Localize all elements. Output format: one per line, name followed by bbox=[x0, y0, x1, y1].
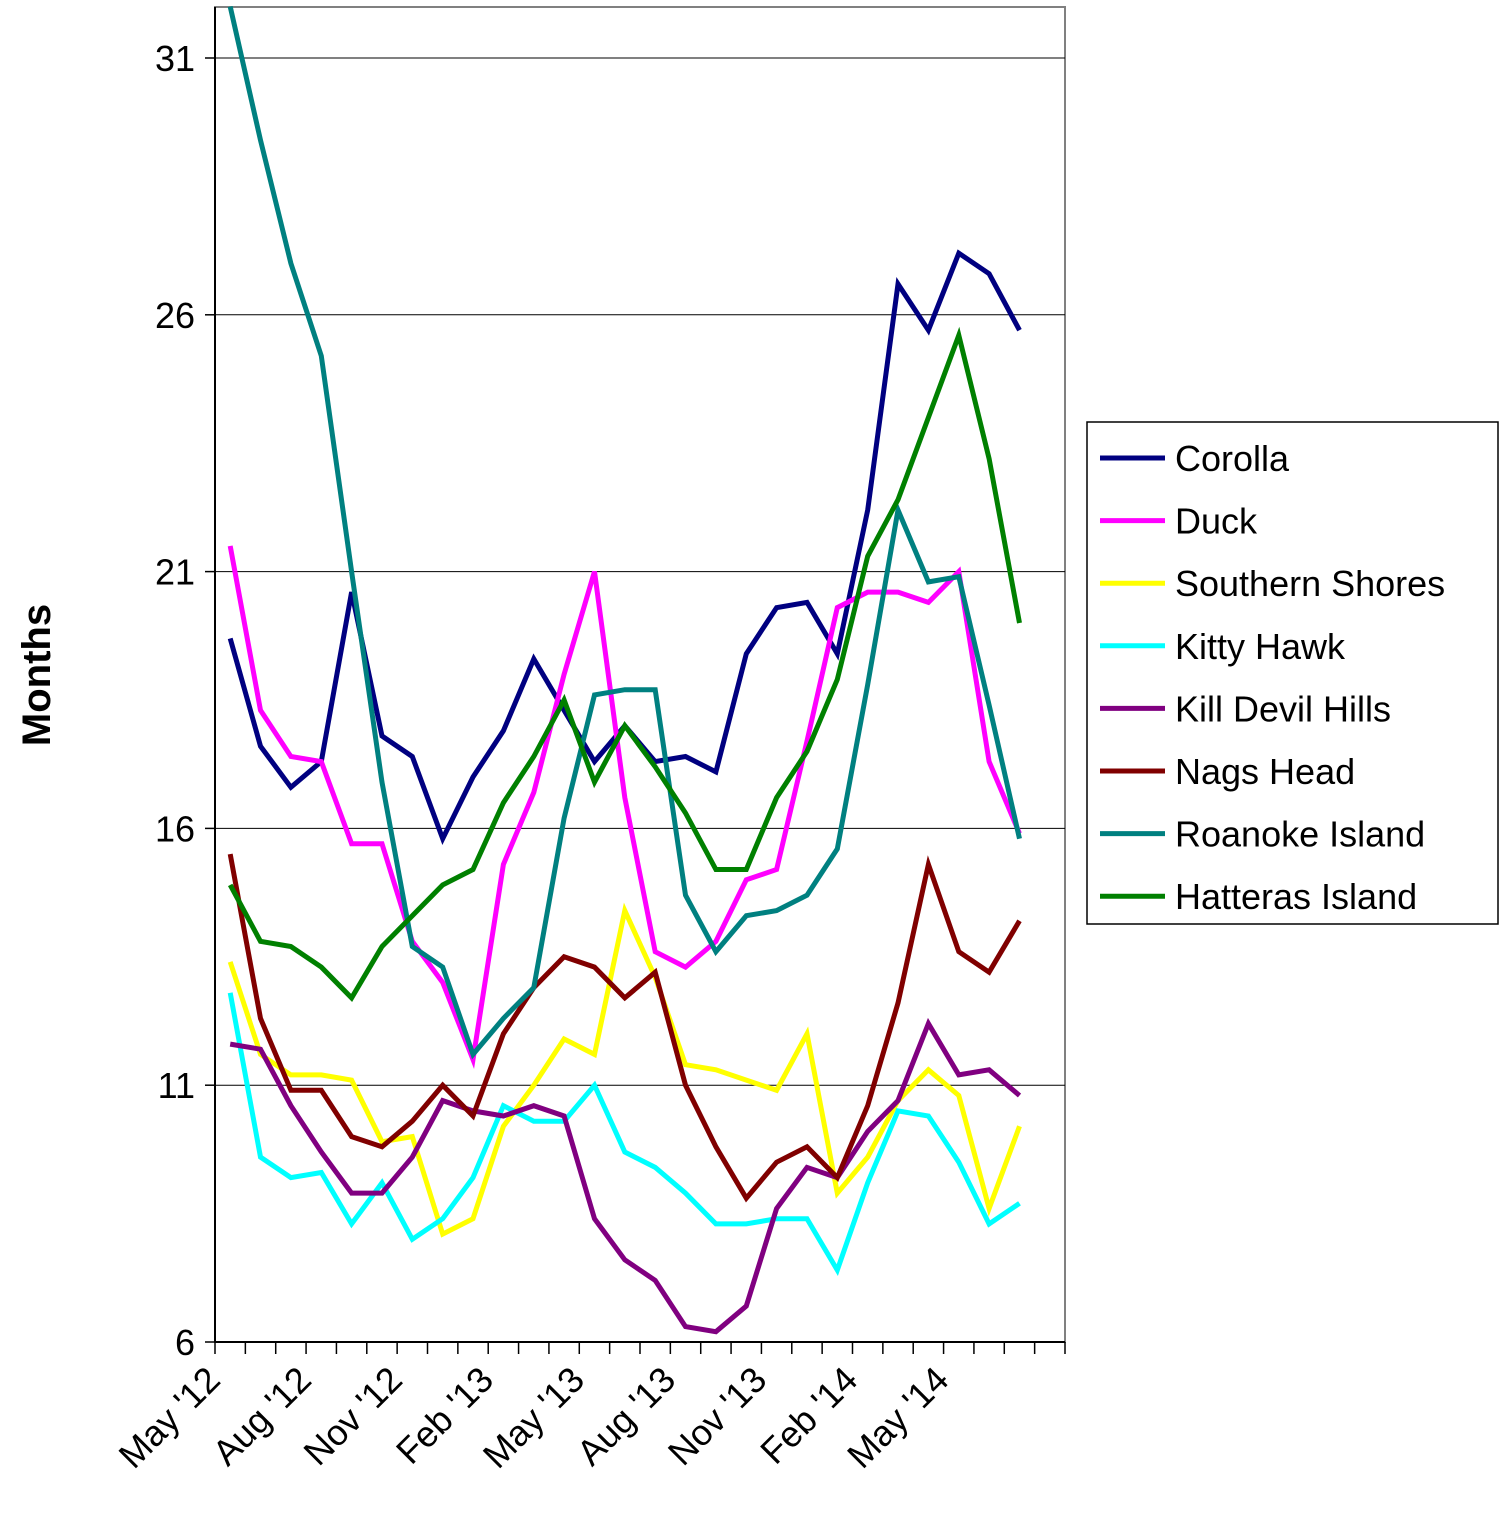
legend-label-roanoke-island: Roanoke Island bbox=[1175, 814, 1425, 855]
y-tick-label: 16 bbox=[155, 808, 195, 849]
y-tick-label: 31 bbox=[155, 38, 195, 79]
series-line-southern-shores bbox=[227, 902, 1022, 1238]
x-tick-label: Aug '13 bbox=[569, 1359, 684, 1474]
y-tick-label: 21 bbox=[155, 552, 195, 593]
x-tick-label: May '13 bbox=[475, 1359, 592, 1476]
gridlines bbox=[215, 57, 1065, 1086]
legend-label-southern-shores: Southern Shores bbox=[1175, 563, 1445, 604]
series-line-nags-head bbox=[227, 853, 1022, 1203]
legend-label-nags-head: Nags Head bbox=[1175, 751, 1355, 792]
plot-area bbox=[214, 6, 1066, 1343]
series-line-roanoke-island bbox=[227, 6, 1022, 1060]
series-line-duck bbox=[227, 545, 1022, 1069]
series-line-kitty-hawk bbox=[227, 992, 1021, 1277]
legend-label-kitty-hawk: Kitty Hawk bbox=[1175, 626, 1346, 667]
legend-label-corolla: Corolla bbox=[1175, 438, 1290, 479]
x-tick-label: May '12 bbox=[110, 1359, 227, 1476]
series-lines bbox=[227, 6, 1022, 1335]
y-tick-label: 11 bbox=[158, 1065, 195, 1106]
x-tick-label: Nov '12 bbox=[295, 1359, 410, 1474]
y-axis-label: Months bbox=[15, 604, 59, 746]
series-line-kill-devil-hills bbox=[229, 1017, 1022, 1335]
x-tick-label: Nov '13 bbox=[660, 1359, 775, 1474]
series-line-hatteras-island bbox=[227, 326, 1022, 1002]
legend: Corolla Duck Southern Shores Kitty Hawk Kill… bbox=[1086, 421, 1499, 925]
legend-box bbox=[1086, 421, 1499, 925]
y-axis-ticks: 6 11 16 21 26 31 bbox=[155, 38, 215, 1363]
legend-label-kill-devil-hills: Kill Devil Hills bbox=[1175, 688, 1391, 729]
legend-label-duck: Duck bbox=[1175, 501, 1258, 542]
y-tick-label: 6 bbox=[175, 1322, 195, 1363]
x-tick-label: Aug '12 bbox=[204, 1359, 319, 1474]
x-tick-label: May '14 bbox=[839, 1359, 956, 1476]
legend-label-hatteras-island: Hatteras Island bbox=[1175, 876, 1417, 917]
y-tick-label: 26 bbox=[155, 295, 195, 336]
